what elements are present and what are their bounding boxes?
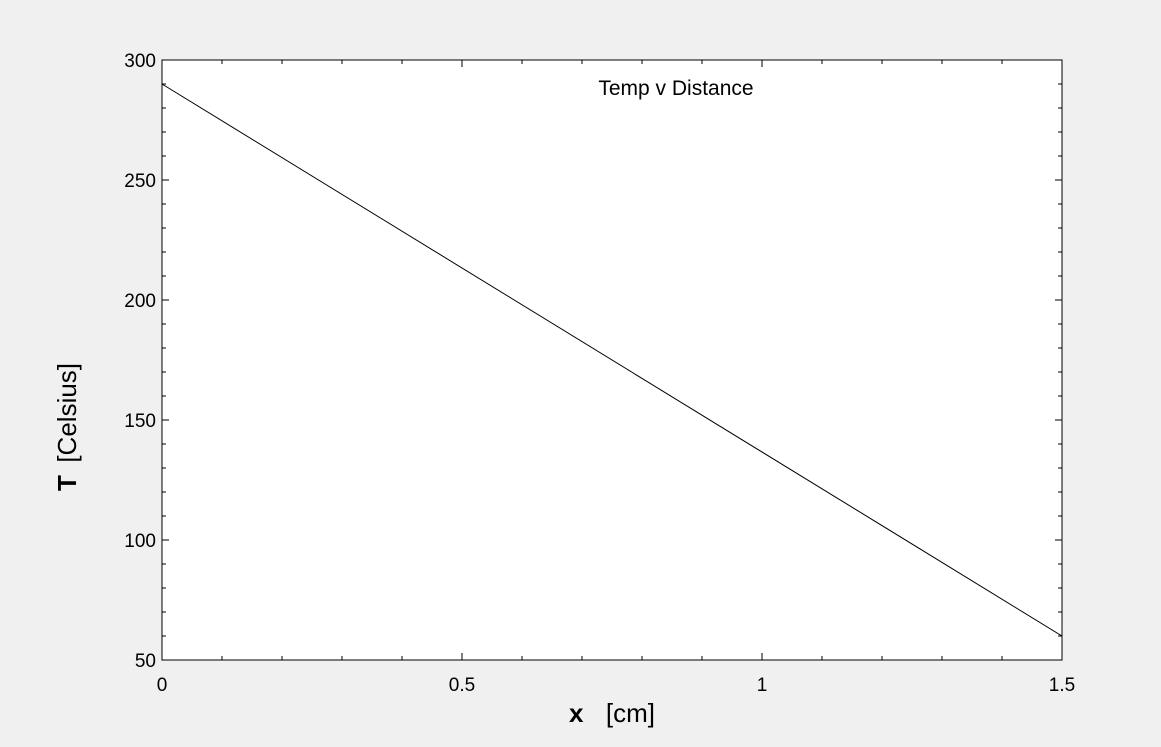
x-axis-symbol: x bbox=[569, 698, 584, 728]
series-line bbox=[161, 83, 1063, 637]
y-axis-unit: [Celsius] bbox=[52, 363, 82, 463]
y-axis-symbol: T bbox=[52, 475, 82, 491]
y-tick-label: 50 bbox=[135, 651, 156, 672]
y-tick-label: 100 bbox=[124, 531, 156, 552]
ticks-layer bbox=[161, 59, 1063, 661]
tick-labels-layer: 0 0.5 1 1.5 50 100 150 200 250 300 bbox=[124, 51, 1075, 696]
x-axis-title: x [cm] bbox=[569, 698, 655, 728]
series-layer bbox=[161, 83, 1063, 637]
y-tick-label: 250 bbox=[124, 171, 156, 192]
y-tick-label: 300 bbox=[124, 51, 156, 72]
y-axis-title: T [Celsius] bbox=[52, 363, 82, 491]
y-tick-label: 200 bbox=[124, 291, 156, 312]
x-tick-label: 0 bbox=[157, 675, 168, 696]
x-tick-label: 1.5 bbox=[1049, 675, 1075, 696]
chart-title: Temp v Distance bbox=[598, 77, 753, 100]
x-tick-label: 1 bbox=[757, 675, 768, 696]
x-tick-label: 0.5 bbox=[449, 675, 475, 696]
y-tick-label: 150 bbox=[124, 411, 156, 432]
x-axis-unit: [cm] bbox=[606, 698, 655, 728]
